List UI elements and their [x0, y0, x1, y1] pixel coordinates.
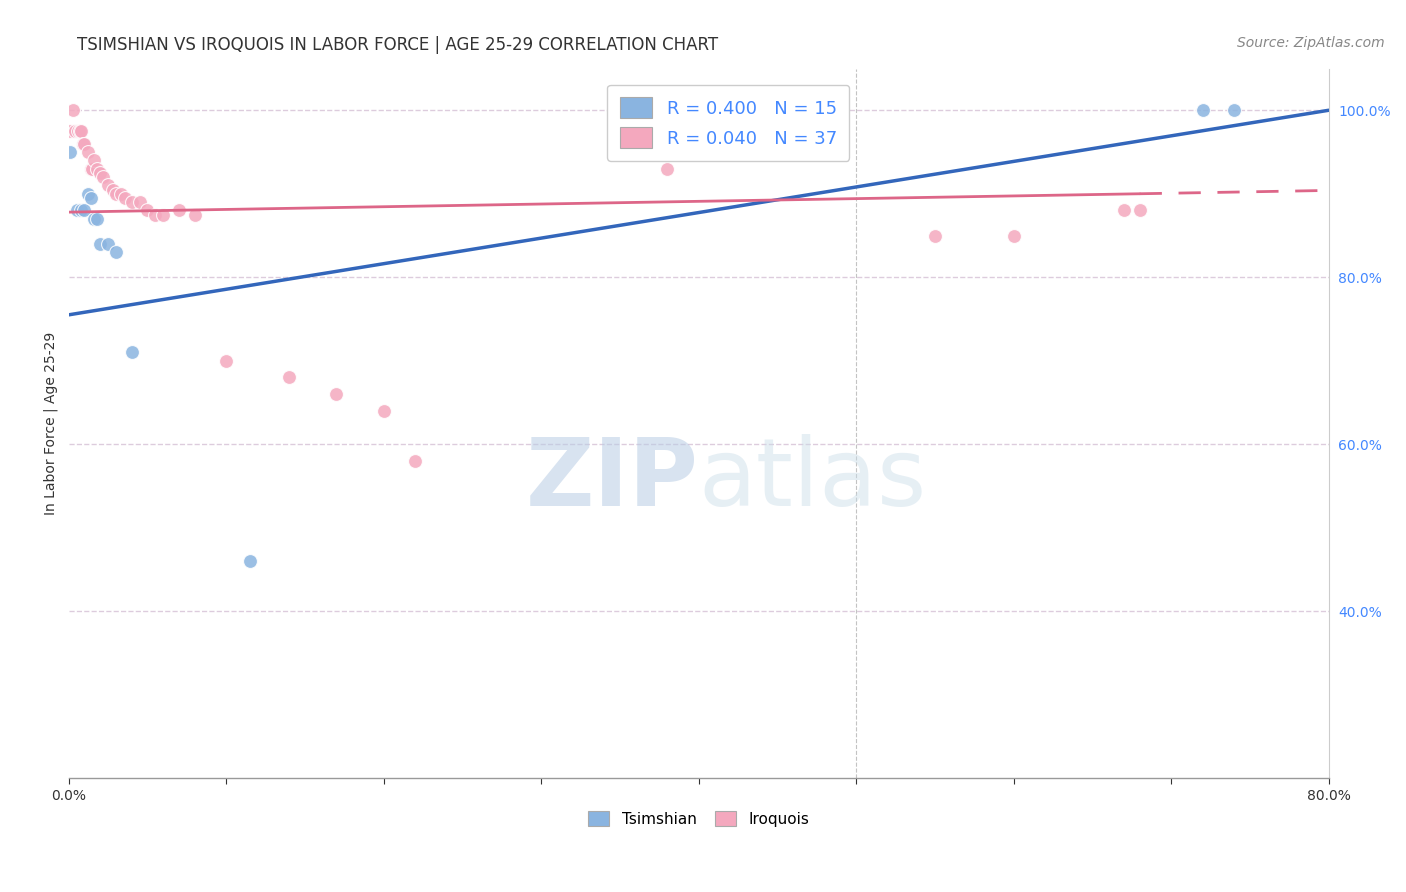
Iroquois: [73, 136, 96, 151]
Iroquois: [128, 195, 150, 210]
Iroquois: [63, 124, 86, 138]
Tsimshian: [73, 203, 96, 218]
Tsimshian: [59, 145, 82, 159]
Iroquois: [70, 124, 93, 138]
Iroquois: [83, 153, 105, 168]
Text: Source: ZipAtlas.com: Source: ZipAtlas.com: [1237, 36, 1385, 50]
Iroquois: [325, 387, 347, 401]
Iroquois: [76, 145, 98, 159]
Iroquois: [1129, 203, 1152, 218]
Iroquois: [67, 124, 90, 138]
Iroquois: [86, 161, 108, 176]
Iroquois: [101, 183, 124, 197]
Tsimshian: [76, 186, 98, 201]
Iroquois: [1002, 228, 1025, 243]
Iroquois: [1112, 203, 1135, 218]
Iroquois: [924, 228, 946, 243]
Iroquois: [183, 208, 205, 222]
Iroquois: [114, 191, 136, 205]
Iroquois: [657, 161, 679, 176]
Iroquois: [373, 404, 395, 418]
Legend: Tsimshian, Iroquois: Tsimshian, Iroquois: [581, 803, 817, 834]
Iroquois: [104, 186, 127, 201]
Iroquois: [404, 454, 426, 468]
Y-axis label: In Labor Force | Age 25-29: In Labor Force | Age 25-29: [44, 332, 58, 515]
Tsimshian: [70, 203, 93, 218]
Tsimshian: [239, 554, 262, 568]
Iroquois: [89, 166, 111, 180]
Text: ZIP: ZIP: [526, 434, 699, 526]
Tsimshian: [89, 236, 111, 251]
Iroquois: [72, 136, 94, 151]
Tsimshian: [1223, 103, 1246, 118]
Iroquois: [62, 103, 84, 118]
Tsimshian: [80, 191, 103, 205]
Iroquois: [97, 178, 120, 193]
Iroquois: [69, 124, 91, 138]
Iroquois: [278, 370, 301, 384]
Iroquois: [121, 195, 143, 210]
Iroquois: [82, 161, 104, 176]
Iroquois: [110, 186, 132, 201]
Tsimshian: [65, 203, 87, 218]
Tsimshian: [97, 236, 120, 251]
Tsimshian: [86, 211, 108, 226]
Iroquois: [143, 208, 166, 222]
Iroquois: [215, 353, 238, 368]
Iroquois: [167, 203, 190, 218]
Iroquois: [152, 208, 174, 222]
Iroquois: [136, 203, 159, 218]
Iroquois: [80, 161, 103, 176]
Iroquois: [59, 124, 82, 138]
Tsimshian: [1191, 103, 1213, 118]
Iroquois: [93, 170, 115, 185]
Text: TSIMSHIAN VS IROQUOIS IN LABOR FORCE | AGE 25-29 CORRELATION CHART: TSIMSHIAN VS IROQUOIS IN LABOR FORCE | A…: [77, 36, 718, 54]
Text: atlas: atlas: [699, 434, 927, 526]
Tsimshian: [104, 245, 127, 260]
Tsimshian: [83, 211, 105, 226]
Tsimshian: [121, 345, 143, 359]
